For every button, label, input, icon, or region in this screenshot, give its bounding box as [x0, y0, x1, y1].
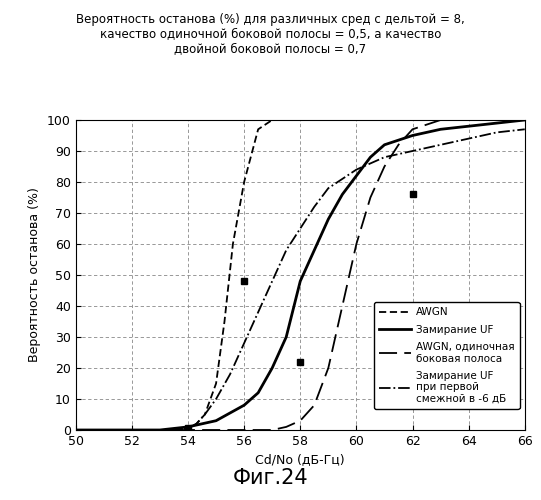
Замирание UF
при первой
смежной в -6 дБ — [493, 130, 500, 136]
AWGN, одиночная
боковая полоса — [157, 427, 163, 433]
AWGN — [157, 427, 163, 433]
Замирание UF
при первой
смежной в -6 дБ — [409, 148, 415, 154]
AWGN — [202, 412, 208, 418]
Замирание UF
при первой
смежной в -6 дБ — [353, 166, 360, 172]
AWGN, одиночная
боковая полоса — [129, 427, 135, 433]
AWGN — [101, 427, 107, 433]
Замирание UF
при первой
смежной в -6 дБ — [465, 136, 472, 141]
Legend: AWGN, Замирание UF, AWGN, одиночная
боковая полоса, Замирание UF
при первой
смеж: AWGN, Замирание UF, AWGN, одиночная боко… — [374, 302, 519, 410]
AWGN, одиночная
боковая полоса — [381, 164, 388, 170]
AWGN, одиночная
боковая полоса — [283, 424, 289, 430]
Замирание UF — [157, 427, 163, 433]
Замирание UF
при первой
смежной в -6 дБ — [101, 427, 107, 433]
AWGN — [221, 318, 228, 324]
AWGN, одиночная
боковая полоса — [465, 117, 472, 123]
AWGN, одиночная
боковая полоса — [493, 117, 500, 123]
AWGN, одиночная
боковая полоса — [409, 126, 415, 132]
AWGN, одиночная
боковая полоса — [213, 427, 219, 433]
AWGN, одиночная
боковая полоса — [101, 427, 107, 433]
AWGN — [241, 179, 247, 185]
Text: Фиг.24: Фиг.24 — [233, 468, 308, 487]
AWGN, одиночная
боковая полоса — [522, 117, 528, 123]
AWGN, одиночная
боковая полоса — [325, 365, 332, 371]
Y-axis label: Вероятность останова (%): Вероятность останова (%) — [29, 188, 42, 362]
Замирание UF
при первой
смежной в -6 дБ — [297, 226, 304, 232]
Замирание UF — [465, 123, 472, 129]
AWGN — [269, 117, 275, 123]
Замирание UF
при первой
смежной в -6 дБ — [255, 309, 261, 315]
AWGN — [184, 426, 191, 432]
AWGN — [522, 117, 528, 123]
Замирание UF — [269, 365, 275, 371]
Замирание UF — [297, 278, 304, 284]
AWGN — [72, 427, 79, 433]
Замирание UF
при первой
смежной в -6 дБ — [193, 421, 200, 427]
Замирание UF — [437, 126, 444, 132]
AWGN, одиночная
боковая полоса — [269, 427, 275, 433]
Замирание UF
при первой
смежной в -6 дБ — [522, 126, 528, 132]
AWGN, одиночная
боковая полоса — [395, 142, 402, 148]
AWGN, одиночная
боковая полоса — [72, 427, 79, 433]
Замирание UF
при первой
смежной в -6 дБ — [227, 371, 233, 377]
AWGN — [297, 117, 304, 123]
AWGN, одиночная
боковая полоса — [367, 194, 374, 200]
Замирание UF — [255, 390, 261, 396]
Замирание UF
при первой
смежной в -6 дБ — [283, 247, 289, 253]
Line: AWGN: AWGN — [76, 120, 525, 430]
Замирание UF
при первой
смежной в -6 дБ — [184, 426, 191, 432]
AWGN, одиночная
боковая полоса — [241, 427, 247, 433]
Замирание UF
при первой
смежной в -6 дБ — [171, 427, 177, 433]
Замирание UF
при первой
смежной в -6 дБ — [437, 142, 444, 148]
Замирание UF — [493, 120, 500, 126]
AWGN, одиночная
боковая полоса — [311, 402, 318, 408]
AWGN, одиночная
боковая полоса — [353, 241, 360, 247]
Замирание UF
при первой
смежной в -6 дБ — [202, 412, 208, 418]
Замирание UF
при первой
смежной в -6 дБ — [311, 204, 318, 210]
AWGN, одиночная
боковая полоса — [297, 418, 304, 424]
Замирание UF — [283, 334, 289, 340]
AWGN — [129, 427, 135, 433]
Замирание UF — [522, 117, 528, 123]
Line: AWGN, одиночная
боковая полоса: AWGN, одиночная боковая полоса — [76, 120, 525, 430]
AWGN — [193, 421, 200, 427]
Замирание UF — [339, 192, 346, 198]
Замирание UF
при первой
смежной в -6 дБ — [325, 185, 332, 191]
Замирание UF — [353, 173, 360, 179]
Замирание UF
при первой
смежной в -6 дБ — [72, 427, 79, 433]
AWGN, одиночная
боковая полоса — [437, 117, 444, 123]
Замирание UF
при первой
смежной в -6 дБ — [381, 154, 388, 160]
Замирание UF — [101, 427, 107, 433]
AWGN, одиночная
боковая полоса — [339, 303, 346, 309]
Замирание UF — [409, 132, 415, 138]
Line: Замирание UF: Замирание UF — [76, 120, 525, 430]
Замирание UF — [241, 402, 247, 408]
Замирание UF — [213, 418, 219, 424]
Замирание UF
при первой
смежной в -6 дБ — [269, 278, 275, 284]
AWGN — [171, 427, 177, 433]
AWGN — [229, 241, 236, 247]
Замирание UF — [184, 424, 191, 430]
Замирание UF — [311, 247, 318, 253]
Замирание UF — [72, 427, 79, 433]
AWGN — [325, 117, 332, 123]
Замирание UF
при первой
смежной в -6 дБ — [129, 427, 135, 433]
AWGN — [213, 380, 219, 386]
Замирание UF
при первой
смежной в -6 дБ — [157, 427, 163, 433]
Замирание UF
при первой
смежной в -6 дБ — [241, 340, 247, 346]
Замирание UF — [129, 427, 135, 433]
X-axis label: Cd/No (дБ-Гц): Cd/No (дБ-Гц) — [255, 454, 345, 466]
AWGN — [283, 117, 289, 123]
Замирание UF
при первой
смежной в -6 дБ — [213, 396, 219, 402]
Замирание UF — [381, 142, 388, 148]
Text: Вероятность останова (%) для различных сред с дельтой = 8,
качество одиночной бо: Вероятность останова (%) для различных с… — [76, 12, 465, 56]
Замирание UF — [325, 216, 332, 222]
AWGN — [353, 117, 360, 123]
AWGN, одиночная
боковая полоса — [184, 427, 191, 433]
Замирание UF — [367, 154, 374, 160]
AWGN — [255, 126, 261, 132]
Line: Замирание UF
при первой
смежной в -6 дБ: Замирание UF при первой смежной в -6 дБ — [76, 130, 525, 430]
